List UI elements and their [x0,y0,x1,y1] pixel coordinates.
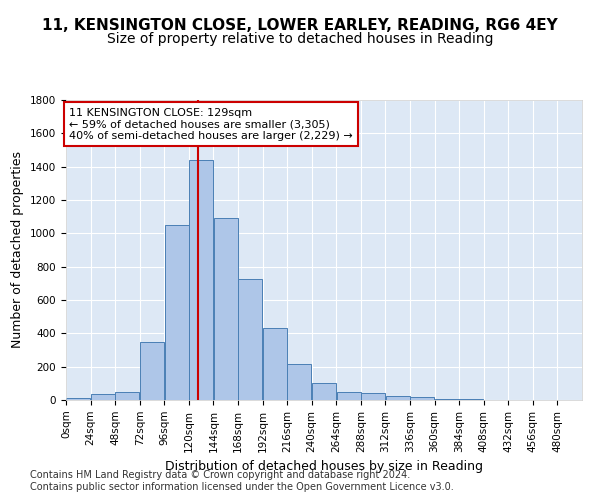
Bar [410,396,434,400]
Text: Contains public sector information licensed under the Open Government Licence v3: Contains public sector information licen… [30,482,454,492]
X-axis label: Distribution of detached houses by size in Reading: Distribution of detached houses by size … [165,460,483,473]
Bar [287,364,311,400]
Bar [263,328,287,400]
Bar [361,394,385,400]
Bar [91,394,115,400]
Bar [66,398,91,400]
Bar [460,399,484,400]
Bar [435,398,459,400]
Text: 11, KENSINGTON CLOSE, LOWER EARLEY, READING, RG6 4EY: 11, KENSINGTON CLOSE, LOWER EARLEY, READ… [42,18,558,32]
Bar [140,342,164,400]
Bar [115,392,139,400]
Bar [164,225,188,400]
Text: 11 KENSINGTON CLOSE: 129sqm
← 59% of detached houses are smaller (3,305)
40% of : 11 KENSINGTON CLOSE: 129sqm ← 59% of det… [69,108,353,140]
Bar [312,382,336,400]
Bar [337,392,361,400]
Bar [386,396,410,400]
Bar [238,279,262,400]
Bar [189,160,213,400]
Bar [214,218,238,400]
Text: Contains HM Land Registry data © Crown copyright and database right 2024.: Contains HM Land Registry data © Crown c… [30,470,410,480]
Y-axis label: Number of detached properties: Number of detached properties [11,152,25,348]
Text: Size of property relative to detached houses in Reading: Size of property relative to detached ho… [107,32,493,46]
